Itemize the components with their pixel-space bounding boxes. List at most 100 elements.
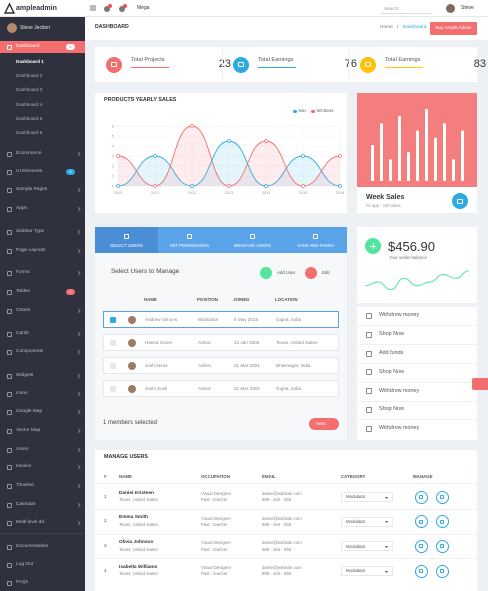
legend-label: Mac [298,108,307,114]
menu-item[interactable]: Components [16,348,44,354]
action-item[interactable]: Add funds [379,349,404,356]
menu-item[interactable]: Sidebar Type [16,228,45,234]
data-point [190,184,194,188]
submenu-item[interactable]: Dashboard 3 [16,87,43,93]
menu-item[interactable]: Google Map [16,408,43,414]
action-item[interactable]: Shop Now [379,331,404,338]
menu-icon [7,331,12,337]
category-select[interactable]: Modulator [341,566,393,577]
menu-item[interactable]: Documentation [16,543,49,549]
menu-item[interactable]: Icons [16,390,28,396]
text: ampleadmin [16,5,57,12]
chevron [77,206,81,212]
bar [380,123,383,181]
menu-item[interactable]: Ecommerce [16,150,42,156]
chevron [77,229,81,235]
tab-label[interactable]: MESSAGE USERS [233,242,272,248]
menu-item[interactable]: UI Elements [16,168,43,174]
graphic [77,447,81,453]
manage-button[interactable] [414,564,428,578]
menu-item[interactable]: Apps [16,205,27,211]
menu-item[interactable]: Sample Pages [16,186,48,192]
user-row[interactable]: Andrew Simons Modulator 6 May 2016 Gujrat, … [103,311,339,328]
buy-button[interactable]: Buy Ample Admin [430,22,477,35]
manage-button[interactable] [435,539,449,553]
cell: 6 May 2016 [234,316,259,322]
menu-item[interactable]: Users [16,446,29,452]
action-item[interactable]: Shop Now [379,368,404,375]
text: DASHBOARD [95,24,129,31]
menu-item[interactable]: Page Layouts [16,247,46,253]
menu-item[interactable]: Timeline [16,482,34,488]
action-item[interactable]: Withdrow money [379,312,420,319]
menu-item[interactable]: Vector Map [16,427,41,433]
category-select[interactable]: Modulator [341,492,393,502]
manage-button[interactable] [435,490,449,504]
next-button[interactable]: Next [309,418,339,430]
active-item[interactable] [0,41,85,53]
action-item[interactable]: Withdrow money [379,387,420,394]
menu-item[interactable]: Calendar [16,501,36,507]
text: Mega [137,5,150,11]
menu-item[interactable]: FAQs [16,579,28,585]
menu-item[interactable]: Invoice [16,463,32,469]
button-glyph [419,544,423,549]
submenu-item[interactable]: Dashboard 4 [16,101,43,107]
graphic [77,151,81,157]
action-item[interactable]: Shop Now [379,406,404,413]
submenu-item[interactable]: Dashboard 6 [16,130,43,136]
cell: Hanna Gover [145,339,173,345]
search-box[interactable]: Search... [381,4,431,14]
menu-icon [7,391,12,397]
divider [357,381,477,383]
action-icon [366,350,372,357]
submenu-item[interactable]: Dashboard 1 [16,58,44,64]
graphic [77,464,81,470]
menu-item[interactable]: Cards [16,330,29,336]
cell: Joshi Nirav [145,362,168,368]
manage-button[interactable] [435,564,449,578]
menu-item[interactable]: Log Out [16,561,34,567]
y-tick-label: 5 [112,134,114,138]
menu-item[interactable]: Tables [16,288,30,294]
tab-label[interactable]: SAVE AND FINISH [297,242,334,248]
submenu-item[interactable]: Dashboard 2 [16,73,43,78]
button-glyph [419,569,423,574]
menu-icon [7,151,12,157]
user-row[interactable]: Hanna Gover Admin 13 Jan 2005 Texas, United… [103,334,339,351]
menu-item[interactable]: Forms [16,269,30,275]
menu-badge: 2 [66,289,75,295]
select-caret [385,496,388,499]
stats-card: Total Projects 23 Total Earnings 76 Total Ea… [95,47,486,82]
manage-button[interactable] [414,490,428,504]
text: Edit [322,269,330,275]
category-select[interactable]: Modulator [341,541,393,552]
action-item[interactable]: Withdrow money [379,425,420,432]
chevron [77,520,81,526]
menu-item[interactable]: Dashboard [16,43,40,49]
text: MANAGE USERS [104,454,149,461]
menu-item[interactable]: Charts [16,307,31,313]
text: Past : teacher [201,522,228,528]
active-tab [95,227,158,253]
text: daniel@website.com [262,490,302,496]
manage-button[interactable] [414,515,428,529]
column-header: OCCUPATION [201,473,230,479]
category-select[interactable]: Modulator [341,516,393,527]
menu-item[interactable]: Widgets [16,372,34,378]
sparkline [364,270,470,291]
tab-label[interactable]: SELECT USERS [110,242,143,248]
cell: Joshi Sunil [145,385,168,391]
user-row[interactable]: Joshi Nirav Admin 21 Mar 2001 Bhavnagar, In… [103,357,339,374]
submenu-item[interactable]: Dashboard 5 [16,115,43,121]
x-tick-label: 2012 [188,191,196,195]
x-tick-label: 2010 [114,191,122,195]
menu-icon [7,206,12,212]
manage-button[interactable] [414,539,428,553]
menu-item[interactable]: Multi level dd [16,519,44,525]
text: 76 [344,58,357,70]
tab-label[interactable]: SET PERMISSIONS [169,242,210,248]
user-row[interactable]: Joshi Sunil Admin 21 Mar 2004 Gujrat, India [103,380,339,397]
manage-button[interactable] [435,515,449,529]
menu-icon [7,428,12,434]
